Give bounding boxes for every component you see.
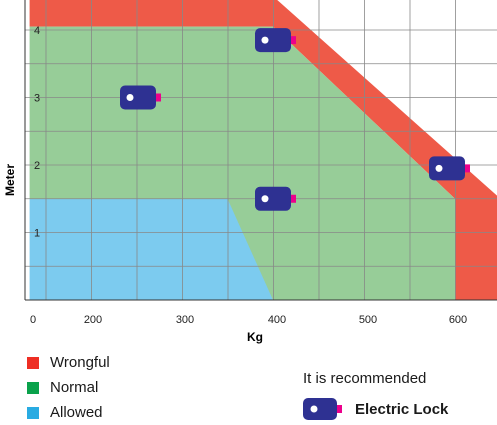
legend-item-normal: Normal — [27, 375, 110, 400]
x-tick-label: 300 — [176, 314, 194, 326]
y-tick-label: 4 — [34, 25, 40, 37]
legend-swatch-normal — [27, 382, 39, 394]
legend-label-wrongful: Wrongful — [50, 354, 110, 371]
lock-marker — [120, 86, 161, 110]
y-axis-label: Meter — [3, 164, 17, 196]
y-tick-label: 2 — [34, 160, 40, 172]
lock-marker — [255, 28, 296, 52]
x-tick-label: 600 — [449, 314, 467, 326]
recommendation-row: Electric Lock — [303, 397, 448, 421]
legend-swatch-wrongful — [27, 357, 39, 369]
y-tick-label: 3 — [34, 93, 40, 105]
lock-marker — [429, 156, 470, 180]
legend: Wrongful Normal Allowed — [27, 350, 110, 425]
y-tick-label: 1 — [34, 228, 40, 240]
chart: 0 200 300 400 500 600 1 2 3 4 Kg Meter — [0, 0, 497, 345]
electric-lock-icon — [303, 397, 345, 421]
legend-item-wrongful: Wrongful — [27, 350, 110, 375]
lock-marker — [255, 187, 296, 211]
x-tick-labels: 0 200 300 400 500 600 — [30, 314, 467, 326]
legend-item-allowed: Allowed — [27, 400, 110, 425]
x-tick-label: 200 — [84, 314, 102, 326]
x-tick-label: 400 — [268, 314, 286, 326]
recommendation-label: Electric Lock — [355, 401, 448, 418]
legend-swatch-allowed — [27, 407, 39, 419]
legend-label-allowed: Allowed — [50, 404, 103, 421]
x-tick-label: 0 — [30, 314, 36, 326]
x-axis-label: Kg — [247, 330, 263, 344]
x-tick-label: 500 — [359, 314, 377, 326]
recommendation-title: It is recommended — [303, 370, 426, 387]
legend-label-normal: Normal — [50, 379, 98, 396]
